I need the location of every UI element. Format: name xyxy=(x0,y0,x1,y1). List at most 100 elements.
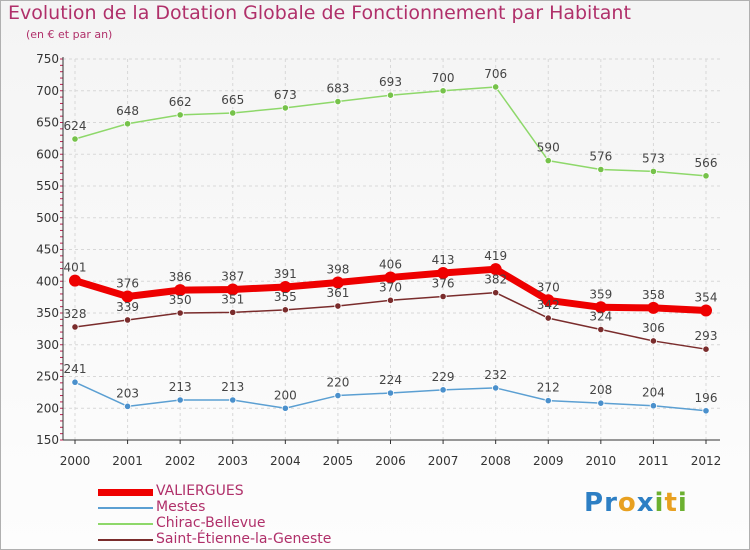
y-tick-label: 600 xyxy=(36,147,59,161)
data-point xyxy=(229,396,237,404)
x-tick-label: 2010 xyxy=(586,454,617,468)
data-point xyxy=(489,263,502,276)
data-point xyxy=(649,402,658,410)
data-point xyxy=(439,292,447,301)
data-point xyxy=(334,97,342,106)
y-tick-label: 750 xyxy=(36,52,59,66)
data-point xyxy=(544,314,552,322)
data-label: 306 xyxy=(642,321,665,335)
data-point xyxy=(281,306,289,314)
y-tick-label: 550 xyxy=(36,179,59,193)
data-label: 700 xyxy=(432,71,455,85)
y-tick-label: 400 xyxy=(36,274,59,288)
data-label: 229 xyxy=(432,370,455,384)
data-point xyxy=(71,323,79,331)
data-label: 351 xyxy=(221,292,244,306)
y-tick-label: 700 xyxy=(36,84,59,98)
data-label: 293 xyxy=(695,329,718,343)
data-point xyxy=(281,404,289,412)
data-label: 386 xyxy=(169,270,192,284)
data-point xyxy=(174,284,187,297)
data-label: 355 xyxy=(274,290,297,304)
data-point xyxy=(331,276,344,289)
data-point xyxy=(176,396,184,404)
data-label: 624 xyxy=(64,119,87,133)
data-label: 566 xyxy=(695,156,718,170)
y-tick-label: 500 xyxy=(36,211,59,225)
data-label: 204 xyxy=(642,386,665,400)
data-label: 673 xyxy=(274,88,297,102)
legend-label: VALIERGUES xyxy=(156,483,244,499)
data-label: 693 xyxy=(379,75,402,89)
legend-swatch xyxy=(98,523,153,525)
y-tick-label: 350 xyxy=(36,306,59,320)
logo-letter: x xyxy=(636,488,655,518)
data-label: 683 xyxy=(326,82,349,96)
data-point xyxy=(121,290,134,303)
data-point xyxy=(229,308,237,316)
legend-swatch xyxy=(98,507,153,509)
data-label: 196 xyxy=(695,391,718,405)
data-label: 354 xyxy=(695,290,718,304)
legend-swatch xyxy=(98,539,153,541)
data-point xyxy=(702,172,710,180)
x-tick-label: 2004 xyxy=(270,454,301,468)
data-label: 359 xyxy=(589,287,612,301)
legend-swatch xyxy=(98,488,153,496)
data-point xyxy=(597,165,605,174)
data-point xyxy=(334,391,342,400)
data-label: 376 xyxy=(432,276,455,290)
data-label: 200 xyxy=(274,388,297,402)
data-label: 401 xyxy=(64,261,87,275)
data-label: 208 xyxy=(589,383,612,397)
data-point xyxy=(544,157,552,165)
data-point xyxy=(176,309,184,317)
data-label: 387 xyxy=(221,270,244,284)
data-point xyxy=(597,399,605,407)
data-label: 370 xyxy=(379,280,402,294)
data-point xyxy=(281,104,289,112)
data-label: 662 xyxy=(169,95,192,109)
data-point xyxy=(226,283,239,296)
data-point xyxy=(700,304,712,317)
data-label: 224 xyxy=(379,373,402,387)
data-point xyxy=(439,386,447,394)
chart-subtitle: (en € et par an) xyxy=(26,28,113,41)
logo-letter: o xyxy=(617,488,637,518)
x-tick-label: 2008 xyxy=(480,454,511,468)
data-point xyxy=(71,135,79,143)
data-point xyxy=(386,91,395,99)
logo-letter: i xyxy=(654,488,665,518)
data-label: 576 xyxy=(589,149,612,163)
logo-letter: r xyxy=(604,488,618,518)
data-point xyxy=(492,83,500,91)
data-point xyxy=(123,316,132,324)
data-label: 232 xyxy=(484,368,507,382)
logo-letter: i xyxy=(677,488,688,518)
data-label: 413 xyxy=(432,253,455,267)
data-point xyxy=(279,280,292,293)
data-point xyxy=(649,337,658,345)
x-tick-label: 2000 xyxy=(60,454,91,468)
data-point xyxy=(123,120,132,128)
data-label: 220 xyxy=(326,376,349,390)
y-tick-label: 300 xyxy=(36,338,59,352)
data-label: 212 xyxy=(537,381,560,395)
data-label: 590 xyxy=(537,141,560,155)
data-label: 398 xyxy=(326,263,349,277)
data-point xyxy=(386,389,395,397)
x-tick-label: 2007 xyxy=(428,454,459,468)
data-label: 361 xyxy=(326,286,349,300)
data-point xyxy=(229,109,237,117)
y-tick-label: 150 xyxy=(36,433,59,447)
x-tick-label: 2001 xyxy=(112,454,143,468)
data-label: 213 xyxy=(221,380,244,394)
data-point xyxy=(597,325,605,334)
data-point xyxy=(649,167,658,175)
legend-item: Saint-Étienne-la-Geneste xyxy=(98,531,398,548)
legend-item: Mestes xyxy=(98,499,398,516)
data-label: 350 xyxy=(169,293,192,307)
data-label: 339 xyxy=(116,300,139,314)
proxiti-logo[interactable]: Proxiti xyxy=(584,488,688,518)
